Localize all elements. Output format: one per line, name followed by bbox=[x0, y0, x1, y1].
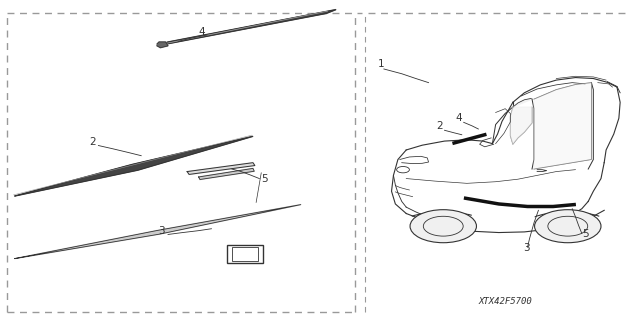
Polygon shape bbox=[157, 10, 336, 46]
Polygon shape bbox=[198, 168, 254, 180]
Text: 3: 3 bbox=[523, 243, 530, 253]
Bar bbox=[227, 245, 262, 263]
Text: 5: 5 bbox=[261, 174, 268, 184]
Text: 4: 4 bbox=[456, 113, 462, 123]
Circle shape bbox=[410, 210, 476, 243]
Polygon shape bbox=[510, 107, 532, 144]
Text: 2: 2 bbox=[89, 137, 95, 146]
Polygon shape bbox=[157, 42, 168, 48]
Text: 1: 1 bbox=[378, 59, 384, 70]
Text: XTX42F5700: XTX42F5700 bbox=[478, 297, 532, 306]
Text: 2: 2 bbox=[436, 121, 443, 131]
Bar bbox=[232, 248, 258, 261]
Polygon shape bbox=[15, 204, 301, 259]
Text: 4: 4 bbox=[198, 27, 205, 37]
Circle shape bbox=[534, 210, 601, 243]
Polygon shape bbox=[513, 99, 532, 107]
Polygon shape bbox=[534, 83, 591, 169]
Polygon shape bbox=[187, 163, 255, 174]
Text: 3: 3 bbox=[159, 226, 165, 236]
Text: 5: 5 bbox=[582, 229, 588, 239]
Polygon shape bbox=[15, 136, 253, 196]
